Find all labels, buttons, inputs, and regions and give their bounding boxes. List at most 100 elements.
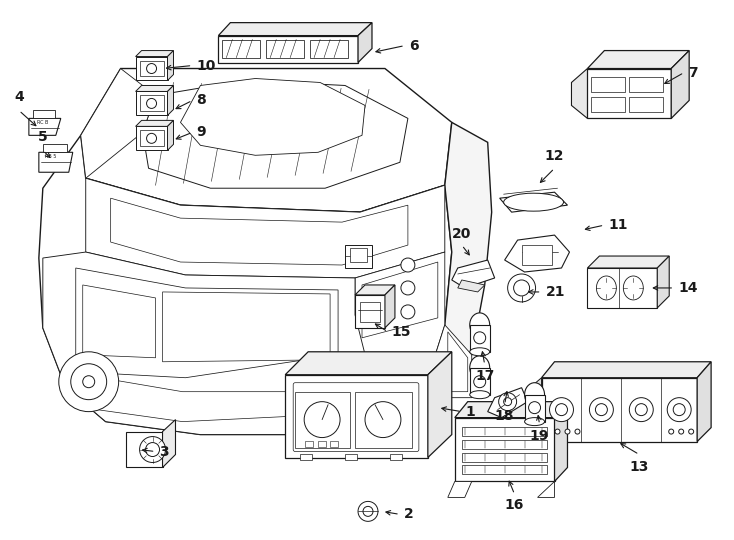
Circle shape xyxy=(589,397,614,422)
Circle shape xyxy=(83,376,95,388)
Text: 19: 19 xyxy=(530,429,549,443)
Polygon shape xyxy=(111,198,408,265)
Bar xyxy=(139,130,164,146)
Polygon shape xyxy=(39,136,452,435)
Polygon shape xyxy=(458,280,484,292)
Text: 10: 10 xyxy=(197,58,216,72)
Polygon shape xyxy=(219,36,358,63)
Circle shape xyxy=(636,404,647,416)
Circle shape xyxy=(528,402,540,414)
Ellipse shape xyxy=(504,193,564,211)
Polygon shape xyxy=(126,431,162,468)
Text: 13: 13 xyxy=(630,460,649,474)
Ellipse shape xyxy=(525,417,545,426)
Polygon shape xyxy=(81,69,452,212)
Ellipse shape xyxy=(470,356,490,380)
Circle shape xyxy=(679,429,683,434)
Circle shape xyxy=(629,397,653,422)
Bar xyxy=(629,97,664,112)
Circle shape xyxy=(498,393,517,410)
Text: 14: 14 xyxy=(678,281,698,295)
Polygon shape xyxy=(81,69,156,178)
Text: 8: 8 xyxy=(197,93,206,107)
Polygon shape xyxy=(448,332,468,392)
Text: 5: 5 xyxy=(38,130,48,144)
Circle shape xyxy=(550,397,573,422)
Polygon shape xyxy=(83,375,325,422)
Bar xyxy=(222,39,261,58)
Circle shape xyxy=(358,502,378,521)
Ellipse shape xyxy=(470,348,490,356)
Polygon shape xyxy=(587,268,657,308)
Polygon shape xyxy=(455,402,567,417)
Polygon shape xyxy=(487,388,528,417)
Polygon shape xyxy=(167,51,173,80)
Polygon shape xyxy=(136,91,167,116)
Circle shape xyxy=(473,376,486,388)
Polygon shape xyxy=(671,51,689,118)
Polygon shape xyxy=(136,85,173,91)
Polygon shape xyxy=(136,57,167,80)
Circle shape xyxy=(595,404,607,416)
Circle shape xyxy=(70,364,106,400)
Polygon shape xyxy=(542,377,697,442)
Circle shape xyxy=(508,274,536,302)
Circle shape xyxy=(673,404,685,416)
Circle shape xyxy=(401,258,415,272)
Circle shape xyxy=(145,443,159,456)
Polygon shape xyxy=(525,395,545,422)
Polygon shape xyxy=(295,392,350,448)
Text: RB 5: RB 5 xyxy=(45,154,57,159)
Polygon shape xyxy=(542,362,711,377)
Bar xyxy=(462,465,547,475)
Bar xyxy=(318,441,326,447)
Polygon shape xyxy=(362,262,437,338)
Polygon shape xyxy=(43,252,382,435)
Bar xyxy=(360,302,380,322)
Text: 9: 9 xyxy=(197,125,206,139)
Circle shape xyxy=(147,98,156,109)
Polygon shape xyxy=(554,402,567,482)
Ellipse shape xyxy=(623,276,643,300)
Polygon shape xyxy=(455,417,554,482)
Bar xyxy=(629,78,664,92)
Text: RC B: RC B xyxy=(37,120,48,125)
Polygon shape xyxy=(142,80,408,188)
Text: 18: 18 xyxy=(495,409,515,423)
Text: 15: 15 xyxy=(392,325,412,339)
Polygon shape xyxy=(587,69,671,118)
Circle shape xyxy=(304,402,340,437)
Circle shape xyxy=(139,436,166,462)
Polygon shape xyxy=(657,256,669,308)
Polygon shape xyxy=(587,256,669,268)
Circle shape xyxy=(401,281,415,295)
Text: 7: 7 xyxy=(688,65,698,79)
Text: 1: 1 xyxy=(466,404,476,418)
Bar xyxy=(462,453,547,462)
Polygon shape xyxy=(572,69,587,118)
Polygon shape xyxy=(500,192,567,212)
Polygon shape xyxy=(470,325,490,352)
Text: 6: 6 xyxy=(409,38,418,52)
Polygon shape xyxy=(162,420,175,468)
Polygon shape xyxy=(167,85,173,116)
Text: 16: 16 xyxy=(505,498,524,512)
Polygon shape xyxy=(505,235,570,272)
Polygon shape xyxy=(537,482,554,497)
Bar xyxy=(300,454,312,460)
Polygon shape xyxy=(136,126,167,150)
Text: 11: 11 xyxy=(608,218,628,232)
Bar xyxy=(345,454,357,460)
Polygon shape xyxy=(385,285,395,328)
Polygon shape xyxy=(355,295,385,328)
Polygon shape xyxy=(697,362,711,442)
Polygon shape xyxy=(29,118,61,136)
Bar xyxy=(43,144,67,152)
Ellipse shape xyxy=(470,390,490,399)
Polygon shape xyxy=(286,375,428,457)
Polygon shape xyxy=(219,23,372,36)
Bar xyxy=(33,110,55,118)
Polygon shape xyxy=(136,51,173,57)
FancyBboxPatch shape xyxy=(293,383,419,451)
Text: 4: 4 xyxy=(14,90,23,104)
